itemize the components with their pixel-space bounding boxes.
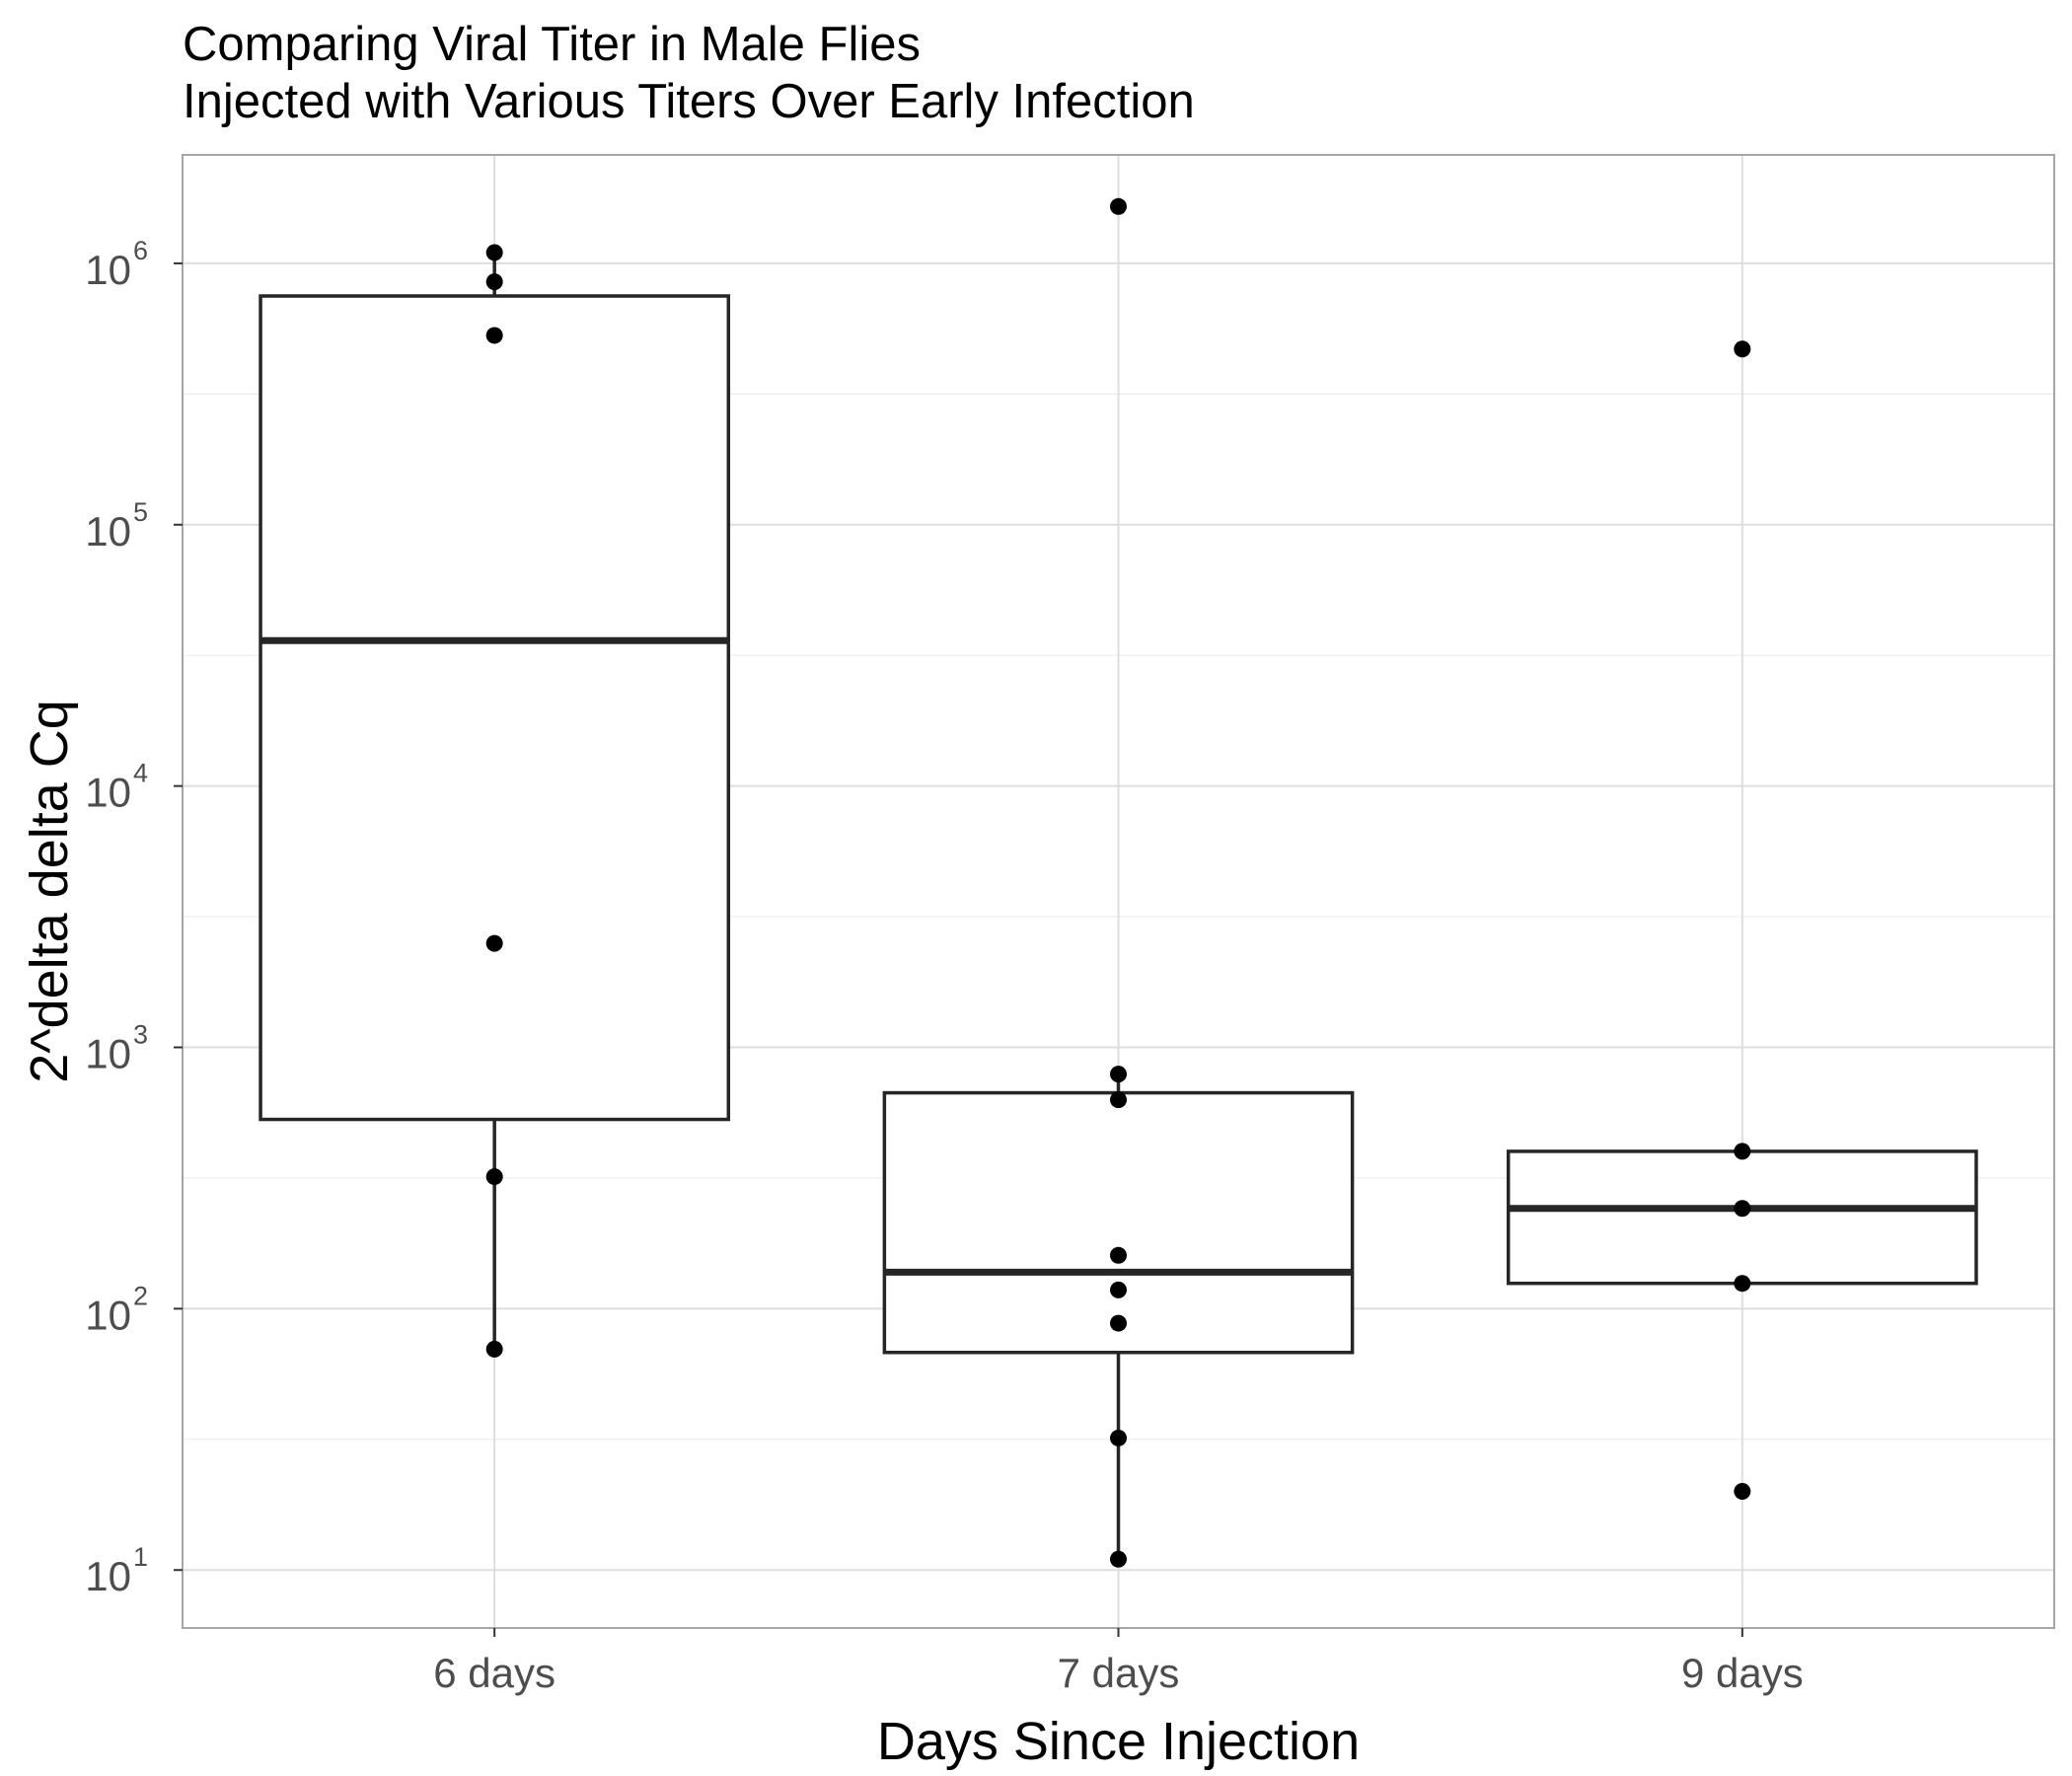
data-point bbox=[1110, 1246, 1127, 1264]
data-point bbox=[485, 1168, 503, 1186]
y-tick-label: 10 bbox=[85, 1292, 131, 1338]
x-axis-ticks: 6 days 7 days 9 days bbox=[433, 1628, 1804, 1696]
x-tick-label: 6 days bbox=[433, 1650, 555, 1696]
x-tick-label: 9 days bbox=[1681, 1650, 1804, 1696]
chart-title-line-1: Comparing Viral Titer in Male Flies bbox=[183, 18, 921, 71]
data-point bbox=[485, 1340, 503, 1358]
iqr-box bbox=[259, 294, 731, 1122]
y-tick-label: 10 bbox=[85, 247, 131, 293]
y-tick-exponent: 1 bbox=[133, 1542, 148, 1572]
box-9-days bbox=[1506, 1149, 1978, 1286]
y-tick-label: 10 bbox=[85, 508, 131, 555]
chart-subtitle: Injected with Various Titers Over Early … bbox=[183, 75, 1195, 128]
data-point bbox=[1110, 1281, 1127, 1298]
iqr-box bbox=[882, 1090, 1355, 1355]
y-tick-exponent: 5 bbox=[133, 497, 148, 527]
data-point bbox=[1734, 1275, 1751, 1293]
data-point bbox=[1110, 1091, 1127, 1109]
box-6-days bbox=[259, 252, 731, 1350]
x-axis-title: Days Since Injection bbox=[877, 1712, 1360, 1771]
y-tick-label: 10 bbox=[85, 1031, 131, 1077]
y-tick-exponent: 2 bbox=[133, 1281, 148, 1310]
data-point bbox=[1734, 340, 1751, 358]
y-tick-exponent: 3 bbox=[133, 1020, 148, 1050]
data-point bbox=[1734, 1200, 1751, 1218]
data-point bbox=[1110, 1429, 1127, 1446]
data-point bbox=[485, 934, 503, 952]
data-point bbox=[1110, 1314, 1127, 1332]
y-tick-exponent: 6 bbox=[133, 236, 148, 265]
data-point bbox=[1110, 197, 1127, 215]
y-axis-title: 2^delta delta Cq bbox=[20, 700, 79, 1083]
data-point bbox=[485, 244, 503, 261]
data-point bbox=[1734, 1143, 1751, 1160]
iqr-box bbox=[1506, 1149, 1978, 1286]
y-tick-label: 10 bbox=[85, 770, 131, 816]
x-tick-label: 7 days bbox=[1058, 1650, 1180, 1696]
data-point bbox=[1110, 1550, 1127, 1568]
data-point bbox=[1734, 1483, 1751, 1501]
data-point bbox=[485, 273, 503, 291]
boxes bbox=[259, 252, 1978, 1560]
box-7-days bbox=[882, 1073, 1355, 1560]
data-points bbox=[485, 197, 1751, 1568]
chart-title: Comparing Viral Titer in Male Flies Inje… bbox=[183, 16, 1195, 130]
y-tick-label: 10 bbox=[85, 1553, 131, 1599]
data-point bbox=[1110, 1066, 1127, 1083]
y-tick-exponent: 4 bbox=[133, 759, 148, 788]
data-point bbox=[485, 327, 503, 344]
